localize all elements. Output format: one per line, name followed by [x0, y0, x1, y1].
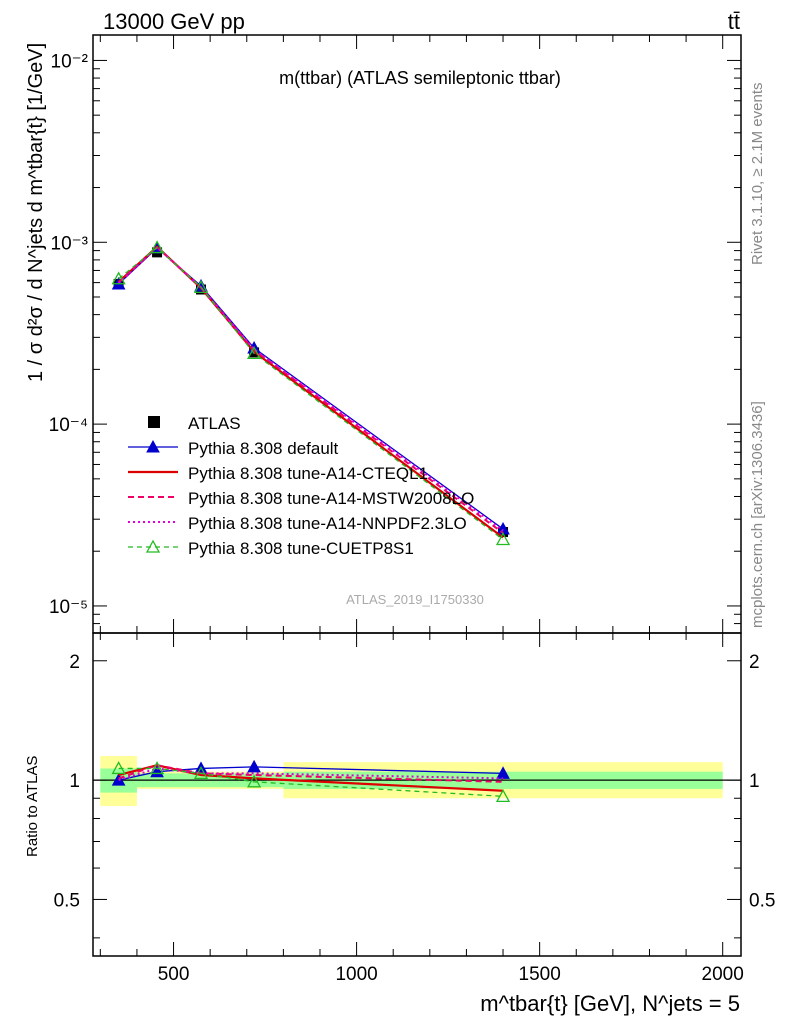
- ratio-series-line: [118, 764, 504, 792]
- series-marker: [111, 271, 126, 285]
- x-tick-label: 1000: [335, 964, 377, 985]
- main-plot: 10⁻⁵ 10⁻⁴ 10⁻³ 10⁻² m(ttbar) (ATLAS semilep…: [25, 34, 742, 634]
- ratio-series-line: [118, 767, 504, 782]
- legend-marker: [146, 439, 160, 453]
- header-energy-label: 13000 GeV pp: [103, 9, 245, 34]
- y-tick-label: 10⁻²: [51, 51, 89, 72]
- ratio-y-axis-label: Ratio to ATLAS: [24, 756, 41, 857]
- ratio-series-marker: [193, 765, 209, 780]
- x-tick-label: 2000: [702, 964, 744, 985]
- mcplots-label: mcplots.cern.ch [arXiv:1306.3436]: [749, 401, 766, 628]
- ratio-series-marker: [247, 759, 261, 773]
- header-process-label: tt̄: [728, 9, 740, 34]
- series-marker: [193, 280, 209, 294]
- series-marker: [495, 532, 511, 546]
- series-line: [118, 247, 504, 530]
- series-marker: [246, 345, 262, 359]
- ratio-series-marker: [111, 761, 126, 775]
- series-marker: [149, 240, 165, 254]
- legend-label: Pythia 8.308 tune-A14-CTEQL1: [188, 464, 428, 483]
- legend-label: ATLAS: [188, 414, 241, 433]
- legend-label: Pythia 8.308 default: [188, 439, 339, 458]
- legend-marker: [145, 539, 161, 553]
- ratio-y-tick-label-right: 2: [749, 652, 760, 673]
- x-axis-label: m^tbar{t} [GeV], N^jets = 5: [480, 991, 740, 1016]
- y-tick-label: 10⁻⁴: [49, 415, 88, 436]
- ratio-y-tick-label-right: 0.5: [749, 890, 775, 911]
- y-tick-label: 10⁻⁵: [49, 597, 88, 618]
- ratio-plot-frame: [92, 632, 742, 957]
- legend-label: Pythia 8.308 tune-A14-MSTW2008LO: [188, 489, 474, 508]
- rivet-label: Rivet 3.1.10, ≥ 2.1M events: [749, 83, 766, 266]
- legend: ATLAS Pythia 8.308 default Pythia 8.308 tu…: [128, 414, 474, 558]
- ratio-plot: 500 1000 1500 2000 0.5 0.5 1 1 2 2 Ratio to ATLAS…: [24, 632, 775, 1016]
- ratio-series-marker: [149, 761, 165, 775]
- analysis-watermark: ATLAS_2019_I1750330: [346, 592, 484, 607]
- legend-label: Pythia 8.308 tune-A14-NNPDF2.3LO: [188, 514, 467, 533]
- x-tick-label: 1500: [519, 964, 561, 985]
- ratio-y-tick-label-right: 1: [749, 771, 760, 792]
- main-plot-title: m(ttbar) (ATLAS semileptonic ttbar): [279, 68, 561, 88]
- series-line: [118, 246, 504, 541]
- ratio-series-marker: [495, 788, 511, 802]
- ratio-series-marker: [246, 774, 262, 788]
- main-y-axis-label: 1 / σ d²σ / d N^jets d m^tbar{t} [1/GeV]: [25, 43, 47, 382]
- ratio-y-tick-label: 0.5: [54, 890, 80, 911]
- ratio-series-line: [118, 767, 504, 797]
- ratio-y-tick-label: 1: [69, 771, 80, 792]
- x-tick-label: 500: [158, 964, 190, 985]
- y-tick-label: 10⁻³: [51, 233, 89, 254]
- ratio-y-tick-label: 2: [69, 652, 80, 673]
- legend-atlas-marker: [148, 416, 160, 428]
- legend-label: Pythia 8.308 tune-CUETP8S1: [188, 539, 414, 558]
